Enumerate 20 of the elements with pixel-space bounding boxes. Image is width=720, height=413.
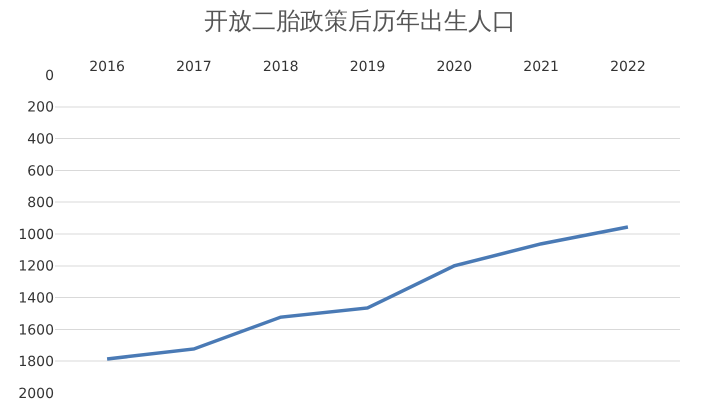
x-tick-label: 2019 [350, 59, 386, 76]
x-tick-label: 2022 [610, 59, 646, 76]
x-tick-label: 2017 [176, 59, 212, 76]
y-tick-label: 1600 [18, 322, 54, 338]
x-tick-label: 2021 [523, 59, 559, 76]
x-tick-label: 2016 [89, 59, 125, 76]
y-tick-label: 1200 [18, 258, 54, 275]
chart-title: 开放二胎政策后历年出生人口 [204, 7, 516, 36]
y-tick-label: 400 [27, 132, 54, 148]
y-tick-label: 600 [27, 163, 54, 180]
y-tick-label: 1000 [18, 226, 54, 243]
y-tick-label: 2000 [18, 386, 54, 402]
y-tick-label: 1400 [18, 290, 54, 306]
y-tick-label: 800 [27, 195, 54, 212]
x-tick-label: 2020 [436, 59, 472, 76]
y-tick-label: 200 [27, 100, 54, 116]
y-tick-label: 0 [45, 68, 54, 84]
line-series [105, 225, 630, 361]
y-tick-label: 1800 [18, 354, 54, 370]
x-tick-label: 2018 [262, 59, 299, 76]
